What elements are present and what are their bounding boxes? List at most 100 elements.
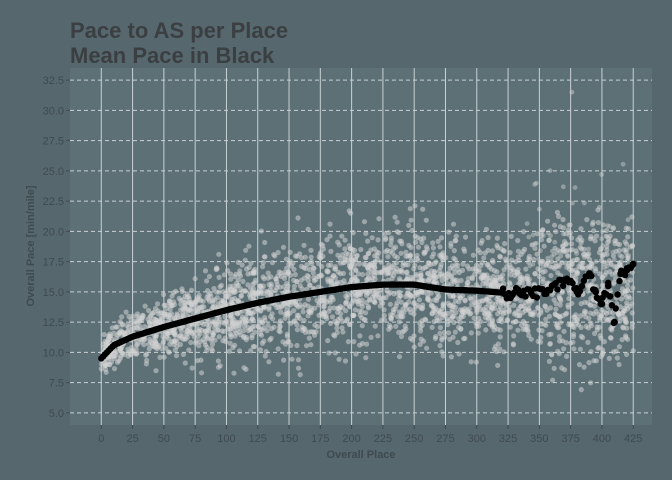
pace-point [275, 346, 281, 352]
pace-point [532, 271, 538, 277]
pace-point [619, 259, 624, 265]
mean-pace-point [612, 305, 619, 312]
pace-point [278, 309, 284, 315]
pace-point [336, 356, 342, 362]
pace-point [602, 259, 607, 265]
pace-point [340, 270, 346, 276]
pace-point [556, 264, 562, 270]
pace-point [610, 226, 616, 232]
pace-point [613, 348, 619, 354]
pace-point [430, 303, 436, 310]
x-tick-label: 250 [405, 433, 423, 445]
pace-point [522, 299, 528, 305]
pace-point [143, 352, 149, 358]
pace-point [340, 260, 346, 266]
pace-point [419, 239, 425, 246]
pace-point [580, 335, 586, 341]
pace-point [335, 239, 341, 245]
pace-point [523, 266, 529, 272]
pace-point [425, 292, 431, 298]
pace-point [570, 258, 576, 264]
pace-point [407, 206, 413, 212]
pace-point [205, 292, 211, 298]
pace-point [495, 362, 501, 368]
pace-point [608, 261, 614, 267]
pace-point [629, 301, 635, 307]
pace-point [540, 279, 546, 285]
pace-point [629, 243, 636, 249]
pace-point [629, 310, 635, 316]
pace-point [174, 343, 180, 349]
pace-point [534, 251, 540, 257]
pace-point [454, 262, 461, 268]
pace-point [614, 355, 620, 361]
pace-point [359, 301, 365, 307]
pace-point [533, 241, 539, 246]
pace-point [335, 252, 341, 258]
x-tick-label: 75 [189, 433, 201, 445]
pace-point [251, 295, 257, 301]
pace-point [425, 278, 431, 284]
pace-point [425, 270, 431, 276]
pace-point [350, 251, 356, 257]
pace-point [494, 235, 500, 241]
pace-point [629, 214, 635, 220]
pace-point [462, 297, 468, 303]
pace-point [275, 249, 281, 256]
pace-point [586, 360, 592, 366]
pace-point [464, 263, 471, 269]
pace-point [371, 298, 377, 304]
y-tick-label: 32.5 [43, 75, 64, 87]
pace-point [396, 276, 403, 282]
pace-point [501, 349, 507, 355]
pace-point [236, 348, 243, 354]
pace-point [263, 349, 269, 355]
pace-point [301, 242, 307, 248]
pace-point [294, 279, 300, 285]
pace-point [582, 200, 587, 206]
pace-point [561, 231, 566, 237]
pace-point [496, 307, 502, 313]
pace-point [367, 265, 374, 271]
pace-point [452, 257, 458, 263]
pace-point [134, 319, 140, 325]
pace-point [588, 261, 594, 267]
pace-point [583, 323, 589, 329]
pace-point [536, 273, 542, 279]
pace-point [309, 261, 315, 267]
pace-point [282, 269, 288, 276]
pace-point [565, 304, 571, 310]
pace-point [388, 271, 394, 277]
pace-point [430, 245, 436, 251]
x-tick-label: 225 [374, 433, 392, 445]
pace-point [552, 311, 559, 318]
pace-point [481, 255, 487, 261]
pace-point [287, 249, 293, 255]
pace-point [381, 267, 387, 273]
pace-point [262, 353, 268, 359]
pace-point [231, 370, 237, 376]
pace-point [198, 307, 204, 314]
pace-point [589, 261, 595, 267]
pace-point [540, 259, 546, 265]
pace-point [421, 235, 427, 241]
pace-point [451, 248, 457, 254]
pace-point [226, 348, 232, 354]
pace-point [234, 283, 240, 289]
pace-point [386, 291, 392, 297]
pace-point [484, 262, 490, 268]
pace-point [514, 269, 521, 275]
pace-point [342, 237, 348, 243]
pace-point [417, 341, 423, 347]
pace-point [445, 318, 451, 324]
pace-point [593, 259, 599, 264]
pace-point [390, 309, 397, 315]
pace-point [308, 247, 314, 253]
pace-point [260, 260, 266, 266]
pace-point [468, 310, 474, 316]
pace-point [502, 241, 508, 247]
pace-point [591, 303, 598, 309]
pace-point [479, 259, 485, 266]
pace-point [133, 346, 139, 352]
